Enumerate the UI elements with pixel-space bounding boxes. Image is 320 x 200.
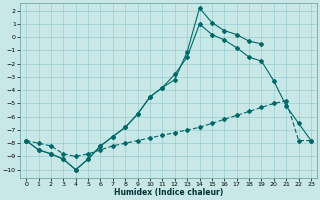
X-axis label: Humidex (Indice chaleur): Humidex (Indice chaleur): [114, 188, 223, 197]
